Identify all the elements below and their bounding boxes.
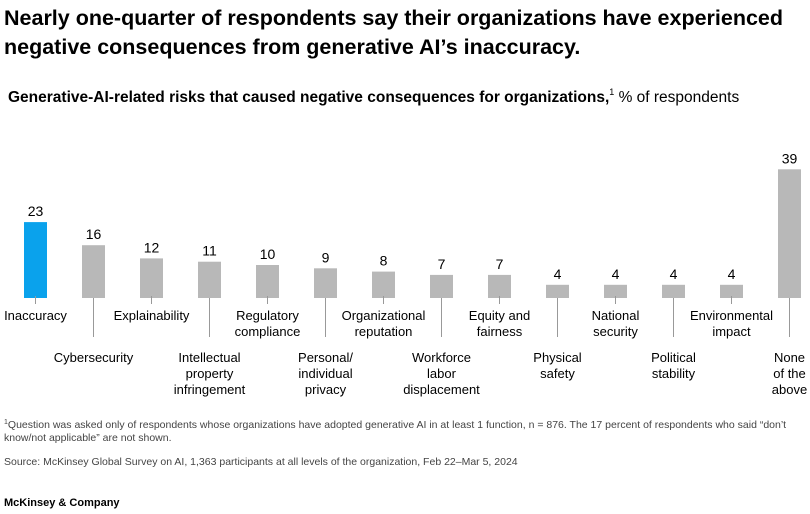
- category-label-line: impact: [712, 324, 751, 339]
- category-label: National security: [592, 308, 640, 339]
- category-label-line: fairness: [477, 324, 523, 339]
- category-label-line: of the: [773, 366, 806, 381]
- chart-unit: % of respondents: [614, 89, 740, 106]
- bar: [488, 274, 511, 298]
- category-label: Personal/individual privacy: [298, 350, 353, 397]
- category-label-line: Regulatory: [236, 308, 299, 323]
- category-label: Equity and fairness: [469, 308, 530, 339]
- bar: [140, 258, 163, 298]
- bar: [430, 274, 453, 298]
- category-label-line: Political: [651, 350, 696, 365]
- bar: [198, 261, 221, 298]
- bar: [662, 284, 685, 298]
- category-label-line: Inaccuracy: [4, 308, 67, 323]
- category-label-line: National: [592, 308, 640, 323]
- data-label: 16: [86, 226, 102, 242]
- data-label: 9: [322, 249, 330, 265]
- data-label: 12: [144, 239, 160, 255]
- data-label: 39: [782, 150, 798, 166]
- category-label-line: infringement: [174, 382, 246, 397]
- category-label-line: property: [186, 366, 234, 381]
- brand-logo: McKinsey & Company: [4, 497, 120, 509]
- category-label: Workforce labor displacement: [403, 350, 480, 397]
- category-label: Political stability: [651, 350, 696, 381]
- chart-subtitle-bold: Generative-AI-related risks that caused …: [8, 89, 610, 106]
- bar: [82, 245, 105, 298]
- category-label-line: displacement: [403, 382, 480, 397]
- headline: Nearly one-quarter of respondents say th…: [4, 6, 784, 59]
- footnote-marker: 1: [4, 419, 8, 426]
- category-label-line: Intellectual: [178, 350, 240, 365]
- bar: [24, 222, 47, 298]
- category-label-line: Personal/: [298, 350, 353, 365]
- category-label-line: compliance: [235, 324, 301, 339]
- category-label-line: Environmental: [690, 308, 773, 323]
- data-label: 4: [728, 266, 736, 282]
- category-label: Regulatory compliance: [235, 308, 301, 339]
- footnote-text: Question was asked only of respondents w…: [4, 419, 787, 444]
- bar: [314, 268, 337, 298]
- footnote: 1Question was asked only of respondents …: [4, 416, 804, 445]
- category-label: Explainability: [114, 308, 190, 323]
- category-label-line: Physical: [533, 350, 582, 365]
- category-label-line: labor: [427, 366, 457, 381]
- category-label-line: Workforce: [412, 350, 471, 365]
- bar: [372, 271, 395, 298]
- category-label: Inaccuracy: [4, 308, 67, 323]
- category-label-line: above: [772, 382, 807, 397]
- data-label: 10: [260, 246, 276, 262]
- data-label: 7: [438, 256, 446, 272]
- category-label-line: individual: [298, 366, 352, 381]
- bar: [778, 169, 801, 298]
- category-label-line: privacy: [305, 382, 347, 397]
- bar-chart: 23 Inaccuracy 16 Cybersecurity 12 Explainabil…: [4, 150, 807, 397]
- category-label-line: None: [774, 350, 805, 365]
- data-label: 4: [554, 266, 562, 282]
- data-label: 23: [28, 203, 44, 219]
- category-label-line: stability: [652, 366, 696, 381]
- data-label: 11: [202, 243, 217, 259]
- category-label: Intellectual property infringement: [174, 350, 246, 397]
- category-label-line: Equity and: [469, 308, 530, 323]
- data-label: 7: [496, 256, 504, 272]
- bar: [604, 284, 627, 298]
- category-label: Organizational reputation: [342, 308, 426, 339]
- category-label: None of the above: [772, 350, 807, 397]
- category-label-line: reputation: [355, 324, 413, 339]
- category-label: Cybersecurity: [54, 350, 134, 365]
- data-label: 4: [670, 266, 678, 282]
- source-note: Source: McKinsey Global Survey on AI, 1,…: [4, 456, 518, 468]
- category-label-line: security: [593, 324, 638, 339]
- bar: [720, 284, 743, 298]
- chart-subtitle: Generative-AI-related risks that caused …: [8, 87, 739, 107]
- category-label-line: Organizational: [342, 308, 426, 323]
- category-label-line: Explainability: [114, 308, 190, 323]
- category-label-line: safety: [540, 366, 575, 381]
- category-label: Physical safety: [533, 350, 582, 381]
- footnote-marker: 1: [609, 87, 615, 97]
- data-label: 4: [612, 266, 620, 282]
- bar: [546, 284, 569, 298]
- data-label: 8: [380, 253, 388, 269]
- category-label: Environmental impact: [690, 308, 773, 339]
- bar: [256, 265, 279, 298]
- category-label-line: Cybersecurity: [54, 350, 134, 365]
